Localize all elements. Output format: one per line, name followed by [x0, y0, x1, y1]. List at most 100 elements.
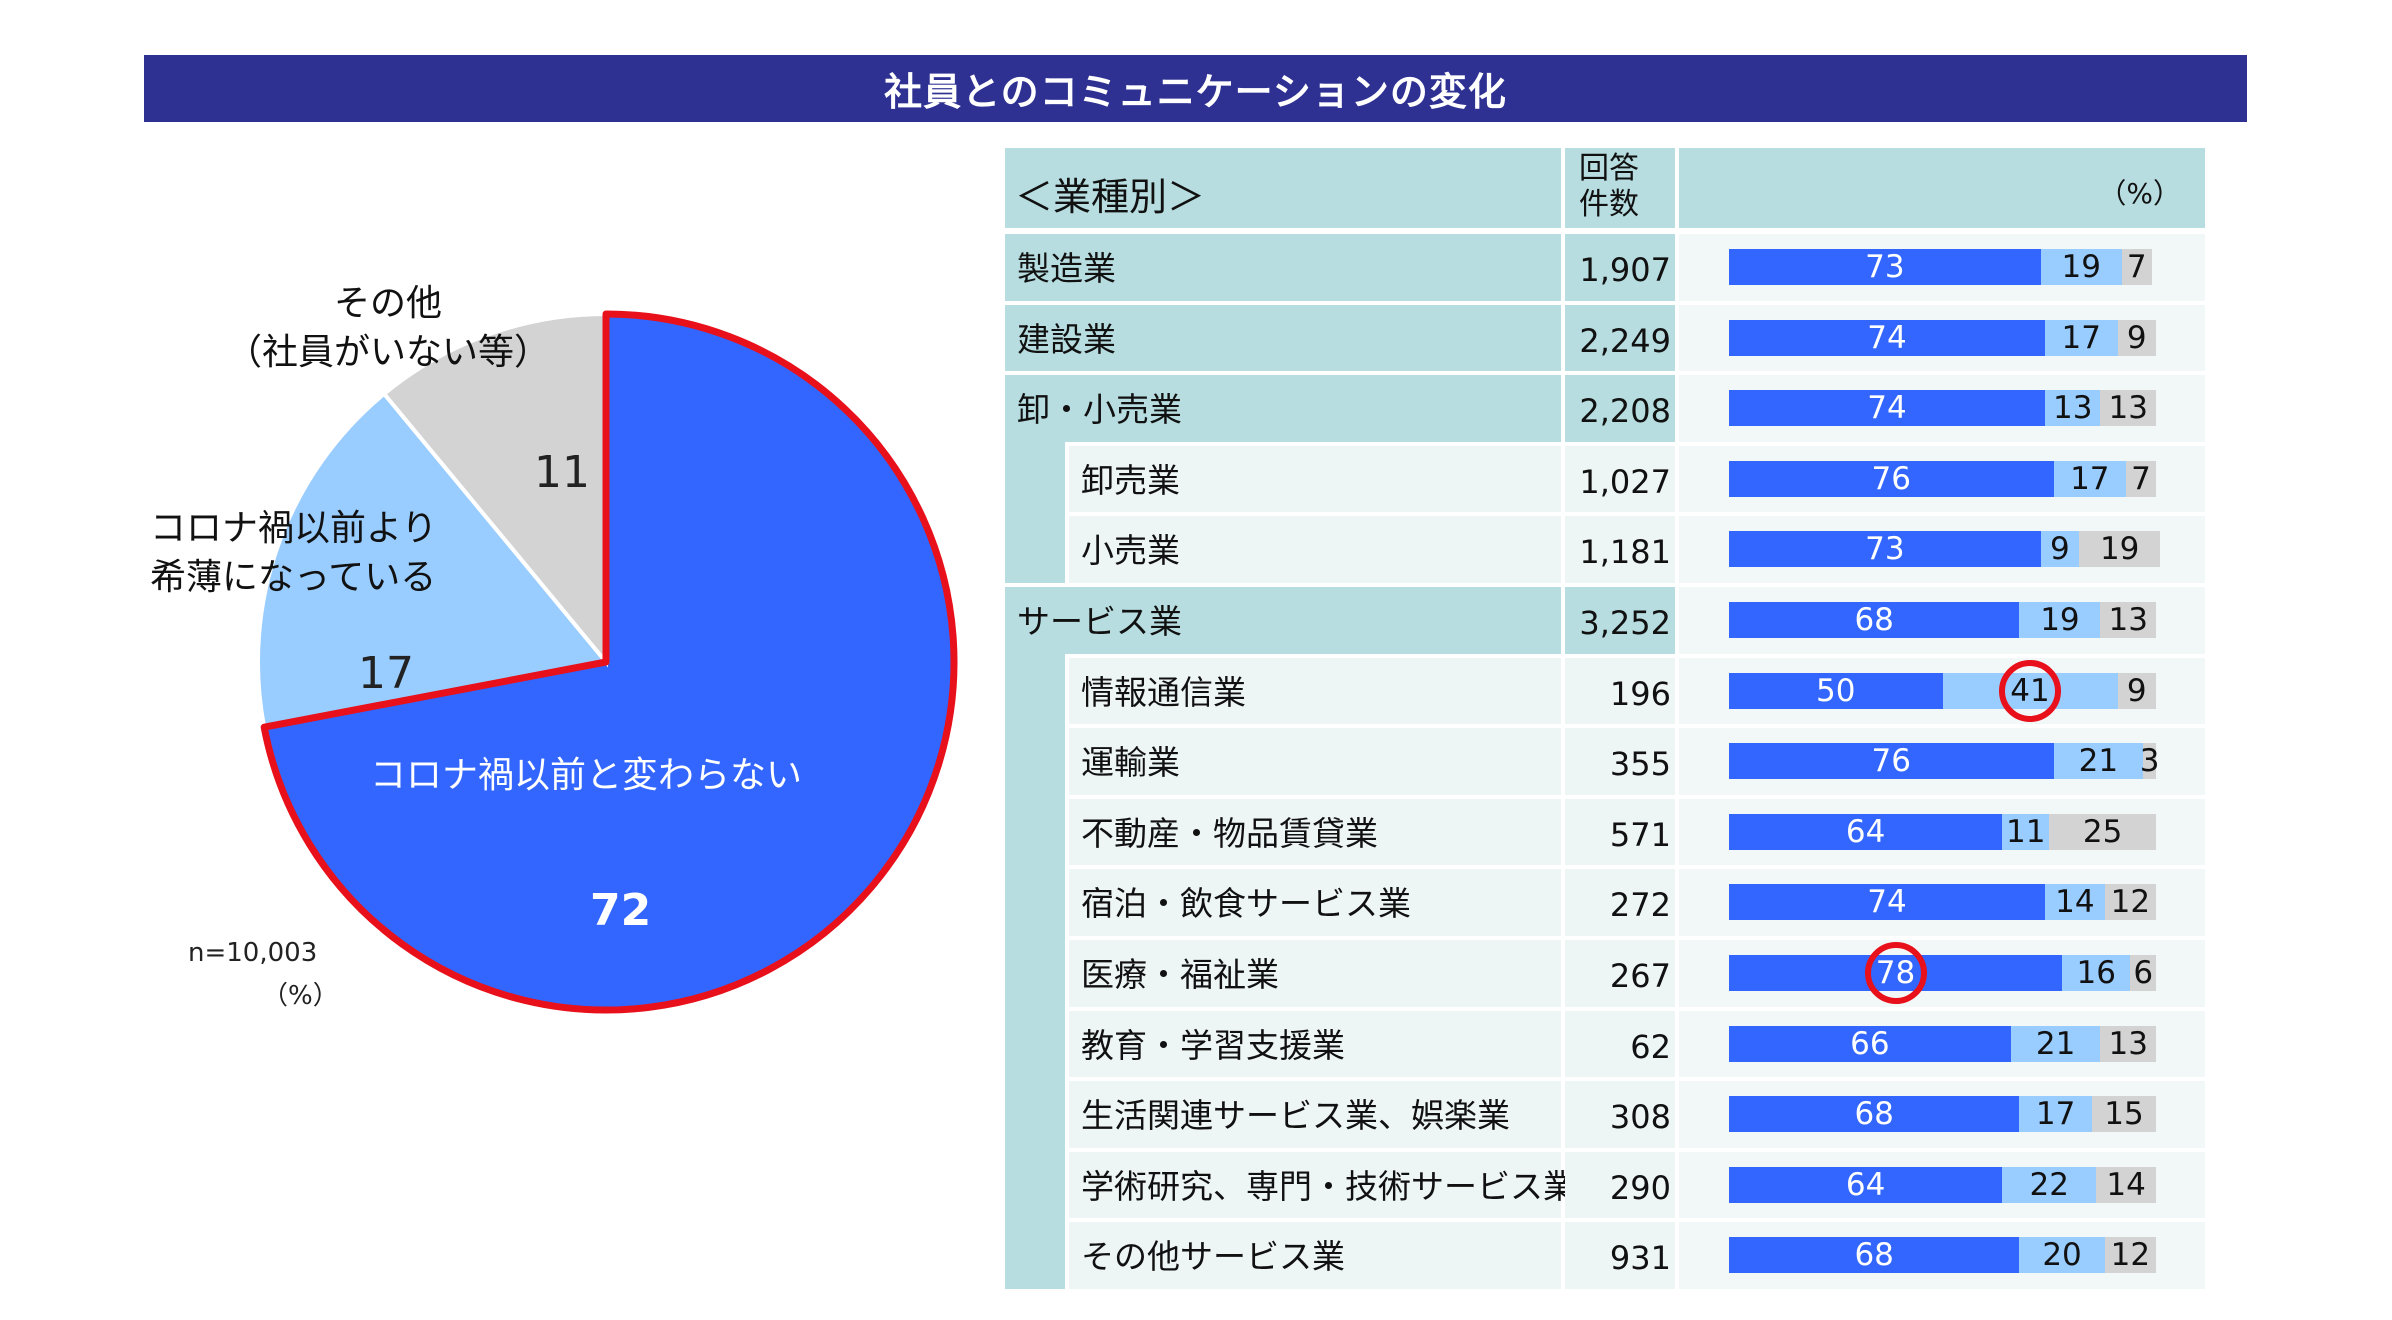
bar-segment: 64: [1729, 1166, 2003, 1203]
row-category-label: サービス業: [1017, 602, 1182, 641]
bar-segment: 13: [2100, 390, 2156, 427]
row-category-label: 教育・学習支援業: [1081, 1025, 1345, 1065]
bar-segment: 12: [2104, 1237, 2156, 1274]
bar-segment: 6: [2130, 955, 2156, 991]
bar-segment: 20: [2019, 1237, 2105, 1274]
bar-segment: 14: [2044, 884, 2105, 921]
bar-segment: 13: [2044, 390, 2101, 427]
bar-segment: 22: [2002, 1166, 2097, 1203]
pie-category-label-line: 希薄になっている: [150, 556, 437, 598]
row-count-cell: [1565, 657, 1675, 725]
row-count-cell: [1565, 1222, 1675, 1289]
chart-title: 社員とのコミュニケーションの変化: [144, 55, 2247, 122]
row-count-cell: [1565, 798, 1675, 866]
row-count-cell: [1565, 1081, 1675, 1148]
bar-segment: 25: [2049, 813, 2156, 850]
row-count: 1,027: [1579, 462, 1671, 501]
pie-slice: [381, 311, 608, 668]
bar-segment: 11: [2002, 813, 2050, 850]
row-count: 571: [1609, 815, 1671, 854]
row-category-cell: [1005, 375, 1561, 442]
pie-slice-highlight: [260, 310, 958, 1014]
bar-segment: 13: [2100, 1025, 2156, 1062]
row-category-label: 宿泊・飲食サービス業: [1081, 884, 1411, 924]
bar-segment: 17: [2053, 460, 2127, 497]
row-category-label: 卸売業: [1081, 460, 1180, 500]
row-category-cell: [1069, 445, 1561, 513]
bar-segment: 73: [1729, 531, 2041, 568]
row-category-cell: [1069, 1222, 1561, 1289]
pie-unit-note: （%）: [262, 981, 339, 1011]
row-category-label: 建設業: [1017, 319, 1116, 359]
bar-segment: 7: [2126, 460, 2156, 497]
bar-segment: 68: [1729, 1237, 2020, 1274]
sample-size-note: n=10,003: [188, 938, 318, 968]
row-count-cell: [1565, 516, 1675, 583]
bar-segment: 68: [1729, 1096, 2020, 1133]
bar-segment: 9: [2117, 319, 2156, 356]
row-category-cell: [1069, 728, 1561, 795]
row-category-label: 卸・小売業: [1017, 390, 1182, 430]
bar-segment: 21: [2010, 1025, 2101, 1062]
pie-value-label: 11: [534, 447, 590, 498]
row-count-cell: [1565, 940, 1675, 1007]
row-count: 3,252: [1579, 604, 1671, 642]
group-indent-strip: [1005, 441, 1065, 583]
pie-category-label: コロナ禍以前より 希薄になっている: [150, 505, 437, 602]
row-category-label: 不動産・物品賃貸業: [1081, 813, 1378, 853]
row-category-cell: [1005, 304, 1561, 372]
row-count: 1,181: [1579, 533, 1671, 572]
row-category-label: 運輸業: [1081, 743, 1180, 783]
bar-segment: 15: [2091, 1096, 2156, 1133]
highlight-circle: [1999, 659, 2062, 722]
bar-segment: 76: [1729, 743, 2054, 780]
header-category-cell: ＜業種別＞: [1005, 148, 1561, 228]
bar-segment: 17: [2019, 1096, 2092, 1133]
pie-category-label-line: コロナ禍以前より: [150, 508, 438, 549]
bar-segment: 74: [1729, 390, 2045, 427]
header-unit-label: （%）: [2098, 177, 2181, 210]
header-category-label: ＜業種別＞: [1015, 175, 1206, 219]
row-category-label: 医療・福祉業: [1081, 955, 1279, 994]
pie-category-label-line: その他: [334, 283, 443, 324]
row-count-cell: [1565, 375, 1675, 442]
header-count-cell: 回答 件数: [1565, 148, 1675, 228]
row-count: 2,249: [1579, 321, 1671, 360]
row-count-cell: [1565, 445, 1675, 513]
row-count: 931: [1609, 1239, 1671, 1278]
row-category-cell: [1069, 657, 1561, 725]
bar-segment: 73: [1729, 249, 2041, 285]
row-category-cell: [1005, 234, 1561, 301]
bar-segment: 3: [2139, 743, 2160, 780]
bar-segment: 74: [1729, 884, 2045, 921]
row-count: 272: [1609, 886, 1671, 925]
bar-segment: 19: [2040, 249, 2122, 285]
pie-slice: [256, 391, 610, 730]
bar-segment: 19: [2019, 602, 2101, 638]
row-count-cell: [1565, 234, 1675, 301]
row-count: 1,907: [1579, 251, 1671, 289]
highlight-circle: [1864, 942, 1927, 1004]
bar-segment: 7: [2121, 249, 2152, 285]
pie-value-label: 17: [358, 648, 414, 699]
row-category-label: 小売業: [1081, 531, 1180, 571]
row-count: 267: [1609, 957, 1671, 995]
header-count-label-2: 件数: [1579, 187, 1639, 222]
bar-segment: 12: [2104, 884, 2156, 921]
pie-value-label: 72: [590, 885, 652, 936]
bar-segment: 19: [2079, 531, 2161, 568]
row-count-cell: [1565, 728, 1675, 795]
pie-category-label: コロナ禍以前と変わらない: [370, 755, 803, 796]
row-category-label: その他サービス業: [1081, 1237, 1345, 1277]
row-category-cell: [1069, 869, 1561, 936]
row-category-cell: [1069, 940, 1561, 1007]
bar-segment: 16: [2062, 955, 2131, 991]
row-category-cell: [1069, 1010, 1561, 1078]
bar-segment: 17: [2044, 319, 2118, 356]
header-count-label-1: 回答: [1579, 151, 1639, 186]
row-count-cell: [1565, 587, 1675, 654]
bar-segment: 68: [1729, 602, 2020, 638]
bar-segment: 76: [1729, 460, 2054, 497]
row-category-cell: [1069, 516, 1561, 583]
bar-segment: 13: [2100, 602, 2156, 638]
